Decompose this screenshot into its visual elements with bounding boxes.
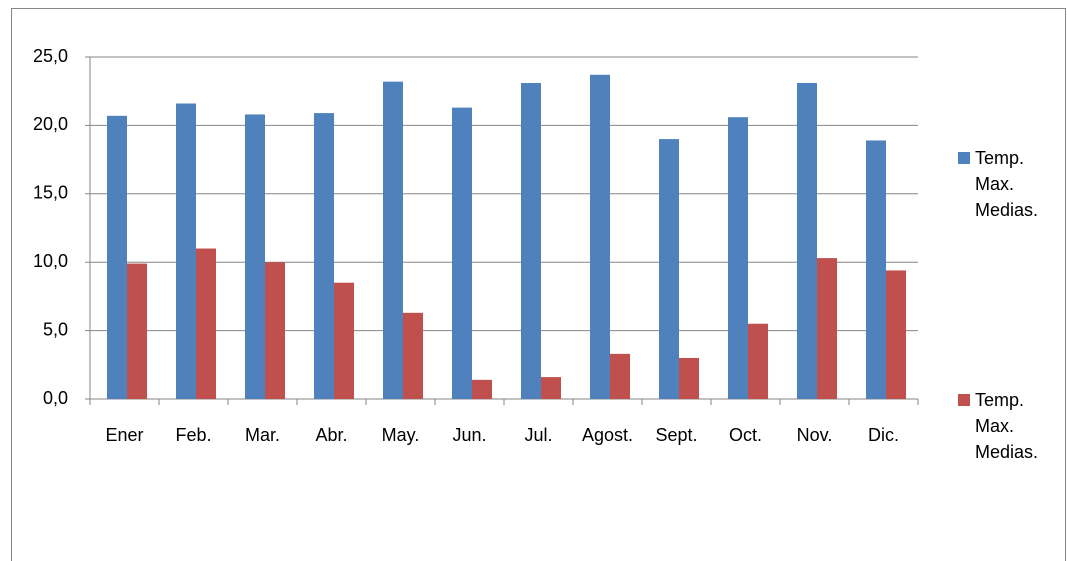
- legend-label: Temp. Max. Medias.: [975, 390, 1039, 462]
- bar: [541, 377, 562, 399]
- y-tick-label: 15,0: [33, 183, 68, 203]
- bar: [589, 74, 610, 399]
- y-tick-label: 20,0: [33, 114, 68, 134]
- x-tick-label: Jun.: [452, 425, 486, 445]
- bar: [886, 270, 907, 399]
- bar: [865, 140, 886, 399]
- bar: [403, 312, 424, 399]
- bar: [106, 115, 127, 399]
- chart-border: [11, 8, 1066, 561]
- bar: [265, 262, 286, 399]
- x-tick-label: Oct.: [729, 425, 762, 445]
- bar: [244, 114, 265, 400]
- bar: [382, 81, 403, 400]
- y-tick-label: 10,0: [33, 251, 68, 271]
- x-tick-label: Nov.: [797, 425, 833, 445]
- y-tick-label: 5,0: [43, 319, 68, 339]
- bar: [472, 379, 493, 399]
- bar: [610, 353, 631, 399]
- bar: [127, 263, 148, 399]
- bar: [658, 139, 679, 399]
- bar: [727, 117, 748, 399]
- bar: [520, 82, 541, 399]
- y-tick-label: 0,0: [43, 388, 68, 408]
- bar: [679, 357, 700, 399]
- legend-swatch: [958, 394, 970, 406]
- bar: [451, 107, 472, 399]
- bar: [817, 258, 838, 399]
- x-tick-label: Abr.: [315, 425, 347, 445]
- legend-label: Temp. Max. Medias.: [975, 148, 1039, 220]
- x-tick-label: Ener: [105, 425, 143, 445]
- x-tick-label: Feb.: [175, 425, 211, 445]
- bar: [796, 82, 817, 399]
- x-tick-label: Agost.: [582, 425, 633, 445]
- legend-swatch: [958, 152, 970, 164]
- x-tick-label: Mar.: [245, 425, 280, 445]
- bar: [334, 282, 355, 399]
- x-tick-label: Sept.: [655, 425, 697, 445]
- x-tick-label: Jul.: [524, 425, 552, 445]
- x-tick-label: May.: [382, 425, 420, 445]
- y-tick-label: 25,0: [33, 46, 68, 66]
- bar: [313, 113, 334, 399]
- bar: [175, 103, 196, 400]
- x-tick-label: Dic.: [868, 425, 899, 445]
- bar: [748, 323, 769, 399]
- bar: [196, 248, 217, 399]
